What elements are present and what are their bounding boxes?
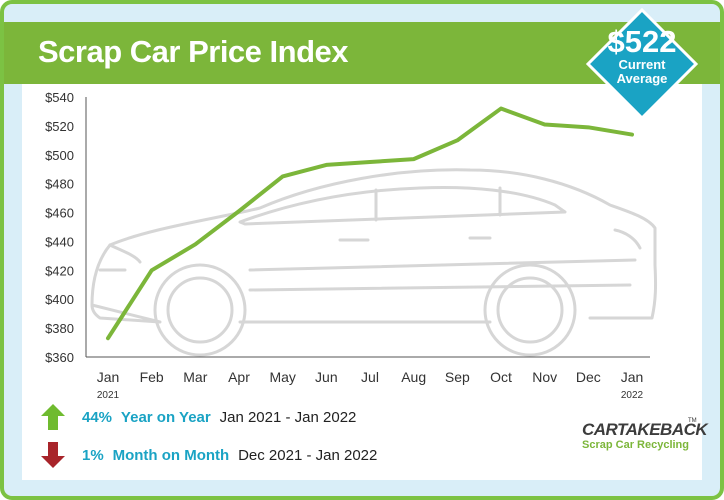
logo-trademark: TM <box>688 418 697 424</box>
x-tick-label: May <box>269 369 295 385</box>
y-tick-label: $520 <box>45 119 74 134</box>
x-tick-label: Jan <box>621 369 644 385</box>
data-point <box>455 138 459 142</box>
logo-name: CARTAKEBACK <box>582 420 708 439</box>
x-tick-label: Dec <box>576 369 601 385</box>
kpi-yoy-percent: 44% <box>82 409 113 426</box>
kpi-year-on-year: 44% Year on Year Jan 2021 - Jan 2022 <box>40 402 356 434</box>
data-point <box>368 160 372 164</box>
y-tick-label: $460 <box>45 206 74 221</box>
kpi-mom-percent: 1% <box>82 447 104 464</box>
arrow-down-icon <box>41 442 65 468</box>
badge-label-line1: Current <box>618 57 666 72</box>
chart-series <box>106 106 634 341</box>
data-point <box>543 122 547 126</box>
x-tick-label: Aug <box>401 369 426 385</box>
data-point <box>499 107 503 111</box>
kpi-yoy-label: Year on Year <box>120 409 211 426</box>
badge-value: $522 <box>607 24 677 59</box>
x-tick-label: Mar <box>183 369 207 385</box>
x-tick-label: Sep <box>445 369 470 385</box>
kpi-mom-range: Dec 2021 - Jan 2022 <box>238 447 378 464</box>
x-tick-label: Nov <box>532 369 557 385</box>
y-tick-label: $540 <box>45 90 74 105</box>
y-tick-label: $380 <box>45 321 74 336</box>
data-point <box>324 163 328 167</box>
badge-label-line2: Average <box>616 71 668 86</box>
x-tick-sublabel: 2022 <box>621 390 644 401</box>
kpi-yoy-range: Jan 2021 - Jan 2022 <box>219 409 357 426</box>
badge-text: $522 Current Average <box>586 26 698 86</box>
x-tick-label: Jan <box>97 369 120 385</box>
data-point <box>630 133 634 137</box>
kpi-month-on-month: 1% Month on Month Dec 2021 - Jan 2022 <box>40 440 377 472</box>
arrow-up-icon <box>41 404 65 430</box>
y-tick-label: $400 <box>45 292 74 307</box>
chart-card <box>22 84 702 480</box>
current-average-badge <box>586 8 698 120</box>
car-illustration <box>90 168 658 357</box>
data-point <box>281 174 285 178</box>
x-tick-label: Apr <box>228 369 250 385</box>
data-point <box>412 157 416 161</box>
y-tick-label: $480 <box>45 177 74 192</box>
kpi-mom-label: Month on Month <box>112 447 230 464</box>
logo-tagline: Scrap Car Recycling <box>582 439 689 451</box>
y-tick-label: $440 <box>45 234 74 249</box>
x-tick-label: Jun <box>315 369 338 385</box>
data-point <box>586 125 590 129</box>
data-point <box>106 336 110 340</box>
cartakeback-logo: CARTAKEBACK Scrap Car Recycling TM <box>582 418 708 451</box>
data-point <box>150 268 154 272</box>
y-tick-label: $500 <box>45 148 74 163</box>
x-tick-label: Jul <box>361 369 379 385</box>
page-title: Scrap Car Price Index <box>38 34 349 69</box>
chart-axes: $360 $380 $400 $420 $440 $460 $480 $500 $520 $540… <box>45 90 650 401</box>
x-tick-sublabel: 2021 <box>97 390 120 401</box>
x-tick-label: Feb <box>140 369 164 385</box>
y-tick-label: $420 <box>45 263 74 278</box>
data-point <box>193 242 197 246</box>
y-tick-label: $360 <box>45 350 74 365</box>
x-tick-label: Oct <box>490 369 512 385</box>
data-point <box>237 209 241 213</box>
